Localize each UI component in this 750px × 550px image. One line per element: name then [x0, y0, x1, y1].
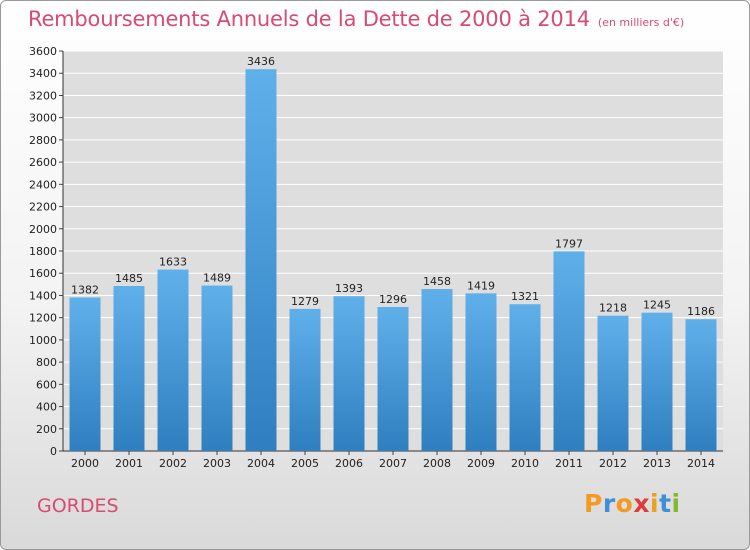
bar-2012 [597, 315, 629, 451]
y-tick-label: 3400 [29, 67, 57, 80]
y-tick-label: 0 [50, 445, 57, 458]
data-label-2008: 1458 [423, 275, 451, 288]
y-tick-label: 1600 [29, 267, 57, 280]
logo-letter: x [633, 489, 650, 518]
bar-2013 [641, 312, 673, 451]
x-tick-label-2008: 2008 [423, 457, 451, 470]
bar-2002 [157, 269, 189, 451]
x-tick-label-2007: 2007 [379, 457, 407, 470]
y-tick-label: 3600 [29, 45, 57, 58]
bar-2008 [421, 289, 453, 451]
logo-letter: i [650, 489, 660, 518]
data-label-2009: 1419 [467, 279, 495, 292]
town-name: GORDES [37, 495, 119, 517]
x-tick-label-2005: 2005 [291, 457, 319, 470]
data-label-2000: 1382 [71, 283, 99, 296]
x-tick-label-2003: 2003 [203, 457, 231, 470]
bar-2001 [113, 286, 145, 451]
bar-2007 [377, 307, 409, 451]
bar-2006 [333, 296, 365, 451]
data-label-2006: 1393 [335, 282, 363, 295]
x-tick-label-2011: 2011 [555, 457, 583, 470]
bar-2010 [509, 304, 541, 451]
x-tick-label-2001: 2001 [115, 457, 143, 470]
y-tick-label: 400 [36, 401, 57, 414]
data-label-2005: 1279 [291, 295, 319, 308]
data-label-2012: 1218 [599, 302, 627, 315]
x-tick-label-2006: 2006 [335, 457, 363, 470]
x-tick-label-2012: 2012 [599, 457, 627, 470]
y-tick-label: 1000 [29, 334, 57, 347]
data-label-2010: 1321 [511, 290, 539, 303]
data-label-2004: 3436 [247, 55, 275, 68]
data-label-2013: 1245 [643, 299, 671, 312]
x-tick-label-2013: 2013 [643, 457, 671, 470]
bar-2005 [289, 308, 321, 451]
logo-letter: t [659, 489, 672, 518]
bar-2003 [201, 285, 233, 451]
y-tick-label: 600 [36, 378, 57, 391]
bar-2000 [69, 297, 101, 451]
data-label-2007: 1296 [379, 293, 407, 306]
bar-2014 [685, 319, 717, 451]
y-tick-label: 3200 [29, 89, 57, 102]
y-tick-label: 2600 [29, 156, 57, 169]
x-tick-label-2000: 2000 [71, 457, 99, 470]
y-tick-label: 3000 [29, 112, 57, 125]
y-tick-label: 1800 [29, 245, 57, 258]
x-tick-label-2014: 2014 [687, 457, 715, 470]
logo-letter: P [584, 489, 603, 518]
y-tick-label: 200 [36, 423, 57, 436]
proxiti-logo: Proxiti [584, 489, 681, 518]
y-tick-label: 2800 [29, 134, 57, 147]
y-tick-label: 1400 [29, 289, 57, 302]
x-tick-label-2009: 2009 [467, 457, 495, 470]
bar-2009 [465, 293, 497, 451]
x-tick-label-2010: 2010 [511, 457, 539, 470]
bar-2011 [553, 251, 585, 451]
bar-2004 [245, 69, 277, 451]
title-row: Remboursements Annuels de la Dette de 20… [28, 7, 684, 31]
data-label-2002: 1633 [159, 256, 187, 269]
y-tick-label: 2400 [29, 178, 57, 191]
y-tick-label: 2000 [29, 223, 57, 236]
data-label-2011: 1797 [555, 237, 583, 250]
x-tick-label-2004: 2004 [247, 457, 275, 470]
chart-title: Remboursements Annuels de la Dette de 20… [28, 7, 590, 31]
logo-letter: o [615, 489, 634, 518]
y-tick-label: 2200 [29, 201, 57, 214]
logo-letter: r [602, 489, 616, 518]
y-tick-label: 1200 [29, 312, 57, 325]
logo-letter: i [671, 489, 681, 518]
chart-subtitle: (en milliers d'€) [597, 16, 685, 29]
data-label-2001: 1485 [115, 272, 143, 285]
y-tick-label: 800 [36, 356, 57, 369]
data-label-2003: 1489 [203, 272, 231, 285]
data-label-2014: 1186 [687, 305, 715, 318]
x-tick-label-2002: 2002 [159, 457, 187, 470]
